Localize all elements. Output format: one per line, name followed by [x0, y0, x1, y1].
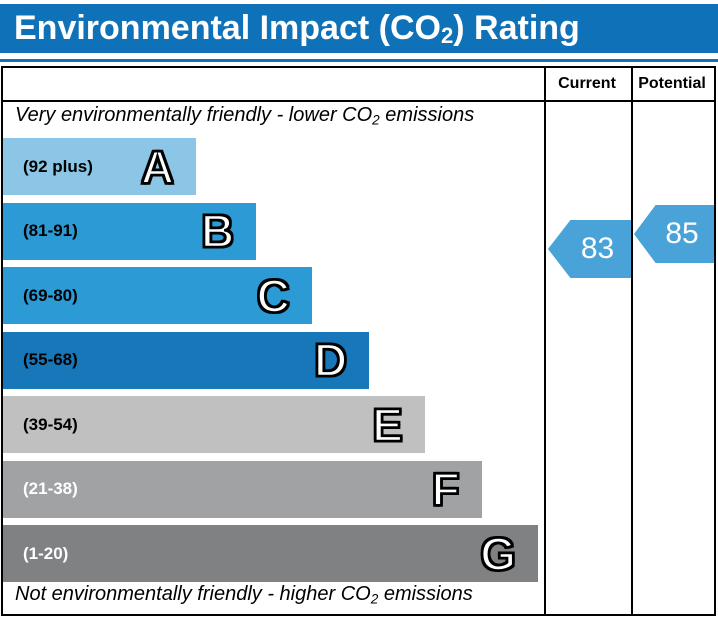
- page-title-text: Environmental Impact (CO: [14, 8, 441, 47]
- current-rating-arrow: 83: [548, 220, 631, 278]
- co2-subscript: 2: [372, 112, 380, 128]
- band-row-e: (39-54) E: [3, 396, 544, 453]
- band-bar-f: (21-38) F: [3, 460, 482, 518]
- band-row-f: (21-38) F: [3, 460, 544, 518]
- column-header-current: Current: [558, 75, 616, 92]
- band-bar-g: (1-20) G: [3, 525, 539, 582]
- band-letter: G: [479, 527, 517, 580]
- band-range-label: (21-38): [23, 479, 78, 498]
- column-header-potential: Potential: [638, 75, 706, 92]
- potential-rating-arrow: 85: [634, 205, 714, 263]
- page-title: Environmental Impact (CO2) Rating: [14, 9, 580, 49]
- top-note: Very environmentally friendly - lower CO…: [15, 104, 543, 127]
- band-bar-a: (92 plus) A: [3, 138, 197, 195]
- potential-column-divider: [631, 68, 633, 614]
- top-note-text: Very environmentally friendly - lower CO: [15, 104, 373, 126]
- current-rating-value: 83: [580, 232, 615, 265]
- co2-subscript: 2: [440, 22, 454, 48]
- band-letter: D: [313, 334, 349, 386]
- top-note-suffix: emissions: [379, 104, 475, 126]
- band-row-g: (1-20) G: [3, 525, 544, 582]
- band-row-c: (69-80) C: [3, 267, 544, 324]
- band-range-label: (55-68): [23, 350, 78, 369]
- bottom-note-text: Not environmentally friendly - higher CO: [15, 582, 371, 605]
- bottom-note: Not environmentally friendly - higher CO…: [15, 583, 543, 606]
- band-letter: A: [140, 140, 176, 193]
- band-letter: C: [255, 269, 291, 322]
- band-range-label: (92 plus): [23, 156, 93, 176]
- band-range-label: (81-91): [23, 221, 78, 240]
- table-header-row: [3, 68, 714, 102]
- band-row-d: (55-68) D: [3, 331, 544, 389]
- rating-bands: (92 plus) A (81-91) B (69-80) C (55-68): [3, 138, 544, 590]
- band-range-label: (39-54): [23, 414, 78, 434]
- band-bar-d: (55-68) D: [3, 331, 370, 389]
- bottom-note-suffix: emissions: [378, 582, 473, 605]
- band-bar-e: (39-54) E: [3, 396, 425, 453]
- band-bar-b: (81-91) B: [3, 202, 257, 260]
- rating-table: Current Potential Very environmentally f…: [1, 66, 716, 616]
- band-letter: E: [371, 398, 404, 451]
- band-letter: B: [200, 205, 236, 257]
- current-column-divider: [544, 68, 546, 614]
- band-letter: F: [430, 463, 461, 515]
- potential-rating-value: 85: [665, 217, 699, 250]
- band-row-b: (81-91) B: [3, 202, 544, 260]
- title-underline-rule: [0, 59, 718, 62]
- co2-subscript: 2: [370, 591, 379, 606]
- title-bar: Environmental Impact (CO2) Rating: [0, 4, 718, 53]
- page-title-suffix: ) Rating: [453, 8, 580, 47]
- band-range-label: (1-20): [23, 543, 69, 563]
- band-row-a: (92 plus) A: [3, 138, 544, 195]
- band-bar-c: (69-80) C: [3, 267, 312, 324]
- band-range-label: (69-80): [23, 285, 78, 305]
